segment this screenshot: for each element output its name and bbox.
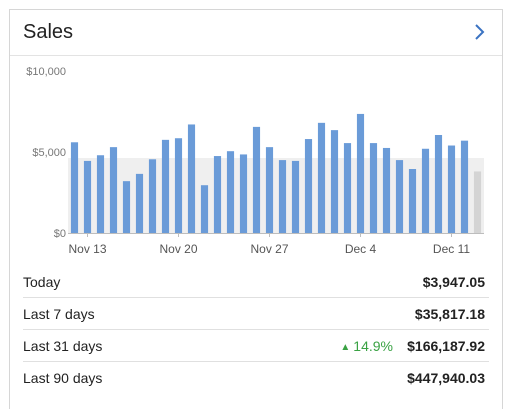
bar [291,160,300,233]
bar [70,142,79,233]
bar [265,147,274,233]
bar [421,148,430,233]
bar [135,173,144,233]
bar [330,130,339,233]
x-tick-label: Nov 27 [250,242,288,256]
bar [447,145,456,233]
bar [382,147,391,233]
card-title: Sales [23,21,74,43]
x-tick-label: Dec 11 [433,242,470,256]
sales-card: Sales $0 $5,000 $10,000 Nov 13 Nov 20 Nov 27 D… [9,9,503,409]
stats-row-last-31-days: Last 31 days ▲ 14.9% $166,187.92 [23,330,489,362]
bar [226,151,235,233]
row-label: Today [23,274,61,290]
bar [395,160,404,233]
bar [317,122,326,233]
bar [252,126,261,233]
bar [161,139,170,233]
bar [122,181,131,233]
change-indicator: ▲ 14.9% [340,338,393,354]
row-label: Last 7 days [23,306,95,322]
bar [239,154,248,233]
card-header: Sales [10,10,502,56]
bar [213,156,222,233]
bar [278,160,287,233]
bar [356,113,365,233]
bar [148,159,157,233]
row-label: Last 90 days [23,370,103,386]
y-tick-label: $5,000 [32,147,66,159]
x-tick-label: Dec 4 [345,242,377,256]
bar [200,185,209,233]
sales-chart: $0 $5,000 $10,000 Nov 13 Nov 20 Nov 27 Dec 4 De… [10,57,504,267]
bar [460,140,469,233]
bar [473,171,482,233]
bar [174,138,183,233]
bar [109,147,118,233]
bar [434,134,443,233]
chart-band [68,158,484,233]
stats-row-last-90-days: Last 90 days $447,940.03 [23,362,489,394]
stats-row-today: Today $3,947.05 [23,266,489,298]
bar [408,169,417,233]
stats-list: Today $3,947.05 Last 7 days $35,817.18 L… [10,266,502,394]
bar [369,143,378,233]
triangle-up-icon: ▲ [340,342,351,353]
row-value: $3,947.05 [422,274,485,290]
row-value: $447,940.03 [407,370,485,386]
bar [187,124,196,233]
sales-bar-chart: $0 $5,000 $10,000 Nov 13 Nov 20 Nov 27 Dec 4 De… [26,66,484,256]
x-tick-label: Nov 13 [68,242,106,256]
x-tick-label: Nov 20 [159,242,197,256]
bar [304,139,313,233]
y-tick-label: $0 [54,228,66,240]
stats-row-last-7-days: Last 7 days $35,817.18 [23,298,489,330]
bar [96,155,105,233]
chevron-right-icon[interactable] [470,20,490,44]
change-value: 14.9% [353,338,393,354]
row-value: $35,817.18 [414,306,485,322]
row-value: $166,187.92 [407,338,485,354]
y-tick-label: $10,000 [26,66,66,78]
bar [83,160,92,233]
row-label: Last 31 days [23,338,103,354]
bar [343,143,352,233]
